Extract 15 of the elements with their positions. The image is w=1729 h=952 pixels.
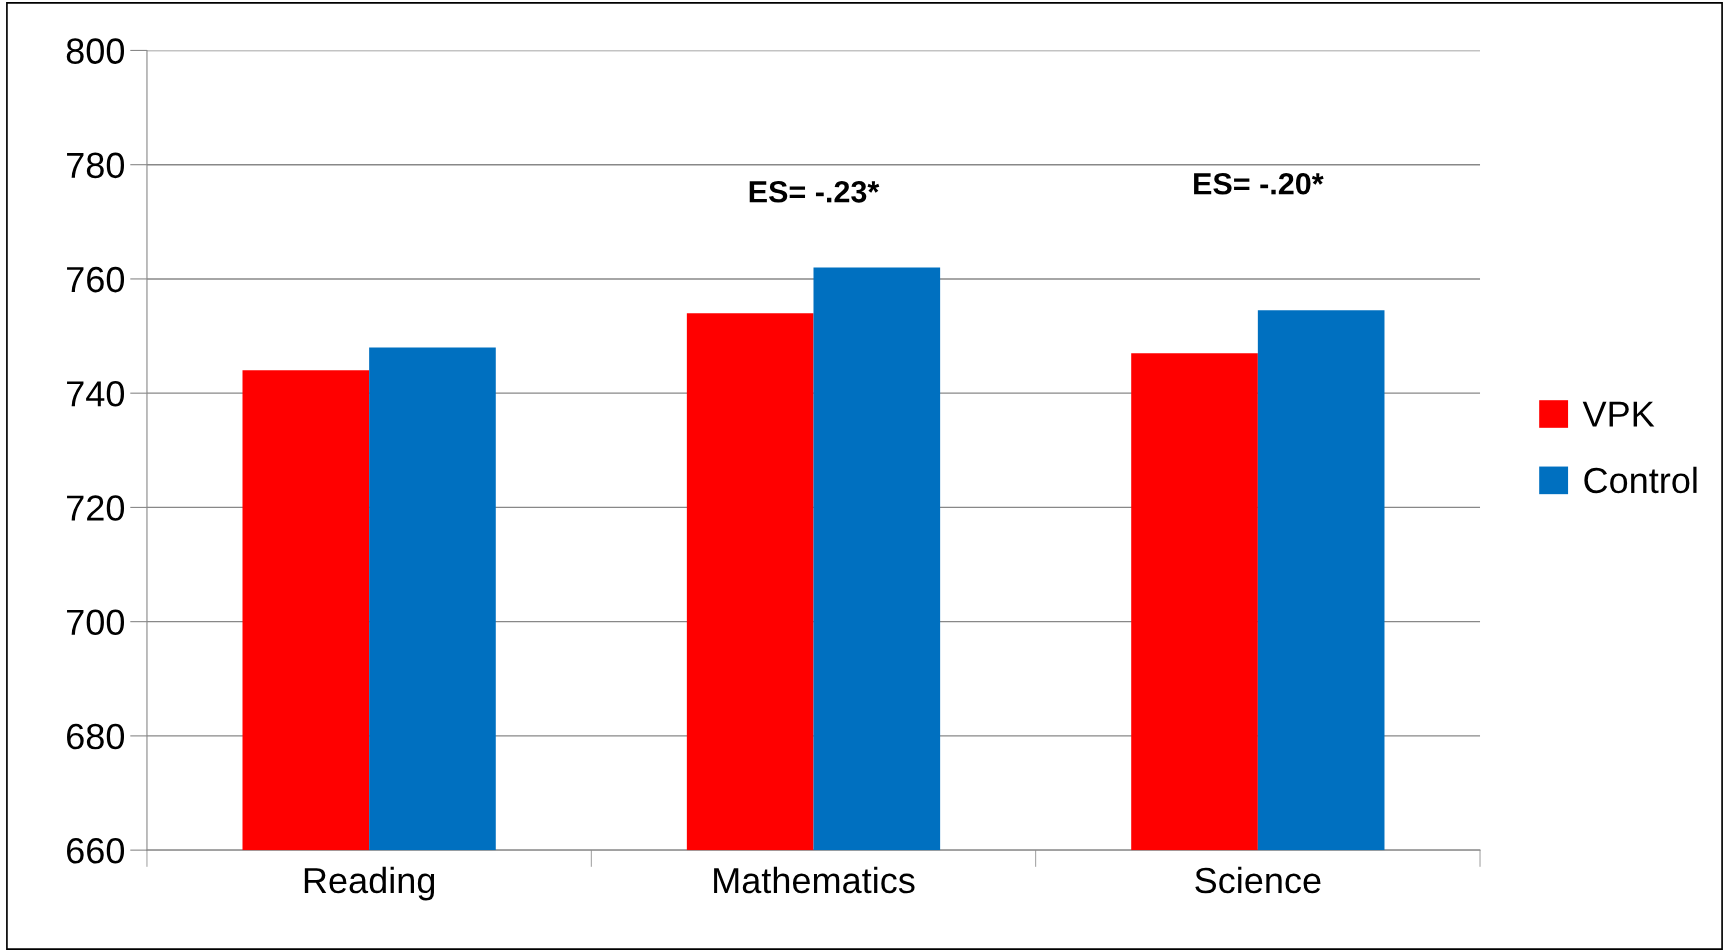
y-tick-label: 680 xyxy=(67,723,125,750)
y-tick-label: 780 xyxy=(67,152,125,179)
y-tick-label: 800 xyxy=(66,38,125,64)
legend-label: VPK xyxy=(1582,401,1655,427)
annotation: ES= -.23* xyxy=(749,180,880,203)
x-tick-label: Reading xyxy=(304,866,435,901)
y-tick-label: 660 xyxy=(67,838,125,864)
y-tick-label: 740 xyxy=(67,381,125,407)
legend-label: Control xyxy=(1584,466,1697,494)
x-tick-label: Science xyxy=(1195,866,1321,894)
y-tick-label: 700 xyxy=(67,609,125,636)
y-tick-label: 720 xyxy=(67,495,125,521)
x-tick-label: Mathematics xyxy=(714,866,915,894)
annotation: ES= -.20* xyxy=(1194,172,1324,195)
y-tick-label: 760 xyxy=(67,266,125,293)
